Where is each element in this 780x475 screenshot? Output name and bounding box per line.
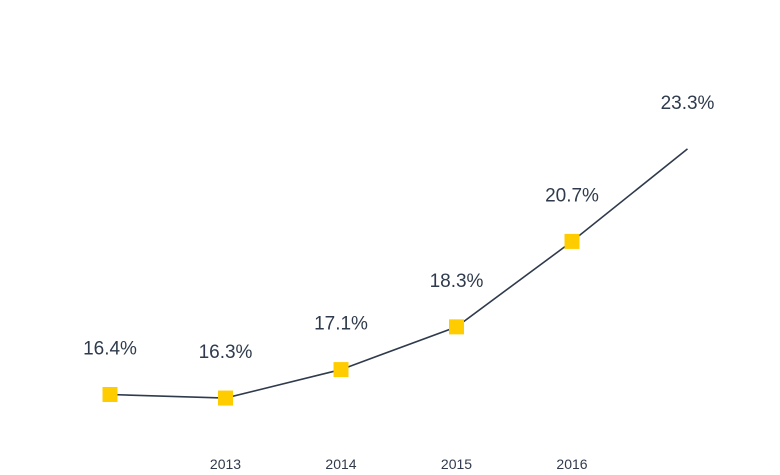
marker-layer bbox=[102, 233, 580, 406]
data-point-marker bbox=[333, 362, 349, 378]
x-tick-label: 2014 bbox=[325, 456, 356, 472]
data-point-marker bbox=[102, 387, 118, 402]
data-point-marker bbox=[449, 319, 464, 335]
x-tick-label: 2016 bbox=[556, 456, 587, 472]
data-label: 17.1% bbox=[314, 314, 368, 335]
data-label: 23.3% bbox=[661, 93, 715, 114]
x-tick-label: 2015 bbox=[441, 456, 472, 472]
data-label: 16.3% bbox=[199, 342, 253, 363]
data-point-marker bbox=[218, 390, 233, 406]
data-label: 20.7% bbox=[545, 185, 599, 206]
series-line-layer bbox=[109, 148, 689, 399]
series-line bbox=[109, 148, 689, 399]
data-label: 16.4% bbox=[83, 339, 137, 360]
data-label: 18.3% bbox=[430, 271, 484, 292]
data-label-layer: 16.4% 16.3% 17.1% 18.3% 20.7% 23.3% bbox=[83, 93, 714, 363]
data-point-marker bbox=[564, 233, 580, 249]
x-tick-layer: 2013 2014 2015 2016 bbox=[210, 456, 588, 472]
x-tick-label: 2013 bbox=[210, 456, 241, 472]
